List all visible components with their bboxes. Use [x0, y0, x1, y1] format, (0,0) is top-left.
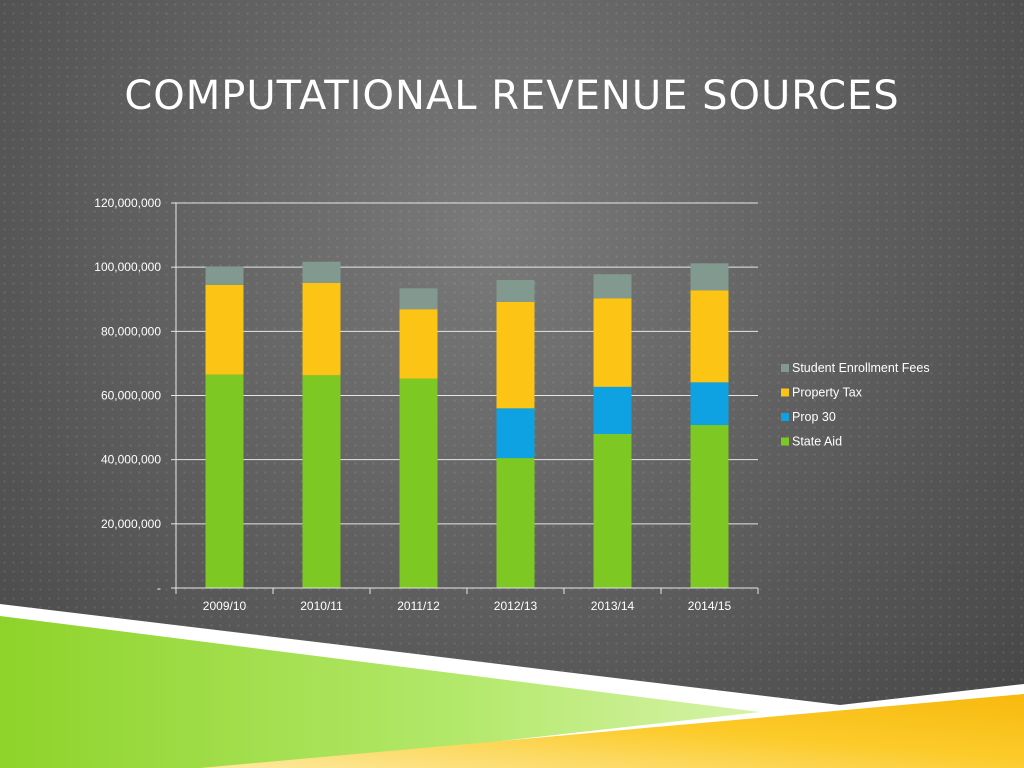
bar-segment-student-enrollment-fees [690, 263, 729, 291]
bar-segment-property-tax [205, 284, 244, 375]
y-tick-label: - [157, 581, 161, 595]
legend-swatch [781, 413, 789, 421]
y-tick-label: 80,000,000 [101, 324, 161, 338]
bar-segment-property-tax [593, 298, 632, 387]
legend-label: Prop 30 [792, 410, 836, 424]
bar-segment-prop-30 [690, 382, 729, 426]
y-tick-label: 40,000,000 [101, 453, 161, 467]
bar-segment-state-aid [593, 434, 632, 588]
x-tick-label: 2012/13 [494, 599, 538, 613]
x-tick-label: 2010/11 [300, 599, 343, 613]
bar-segment-student-enrollment-fees [302, 261, 341, 283]
bar-segment-state-aid [690, 425, 729, 588]
bar-segment-property-tax [302, 282, 341, 376]
legend-label: Student Enrollment Fees [792, 361, 930, 375]
legend-label: State Aid [792, 435, 842, 449]
bar-segment-student-enrollment-fees [399, 288, 438, 310]
green-band [0, 616, 760, 768]
bar-segment-student-enrollment-fees [593, 274, 632, 299]
bar-segment-state-aid [205, 374, 244, 588]
y-tick-label: 60,000,000 [101, 389, 161, 403]
legend-swatch [781, 388, 789, 397]
bar-segment-prop-30 [593, 386, 632, 434]
y-tick-label: 20,000,000 [101, 517, 161, 531]
bar-segment-state-aid [399, 378, 438, 588]
bar-segment-state-aid [302, 375, 341, 588]
x-tick-label: 2014/15 [688, 599, 732, 613]
bar-segment-student-enrollment-fees [205, 266, 244, 285]
legend-swatch [781, 364, 789, 372]
legend-swatch [781, 437, 789, 446]
bar-segment-property-tax [496, 301, 535, 409]
x-tick-label: 2011/12 [397, 599, 440, 613]
bar-segment-student-enrollment-fees [496, 280, 535, 302]
slide-title: COMPUTATIONAL REVENUE SOURCES [124, 73, 900, 119]
bar-segment-property-tax [399, 309, 438, 379]
legend-label: Property Tax [792, 386, 863, 400]
yellow-band [200, 694, 1024, 768]
bar-segment-state-aid [496, 458, 535, 588]
y-tick-label: 120,000,000 [94, 196, 161, 210]
y-tick-label: 100,000,000 [94, 260, 161, 274]
x-tick-label: 2009/10 [203, 599, 247, 613]
bar-segment-prop-30 [496, 408, 535, 459]
bar-segment-property-tax [690, 290, 729, 383]
x-tick-label: 2013/14 [591, 599, 635, 613]
